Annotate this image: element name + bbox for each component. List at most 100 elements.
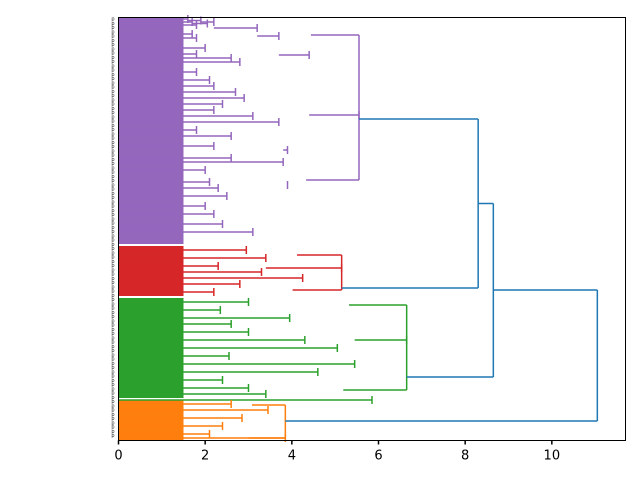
- x-tick-label-4: 4: [288, 449, 296, 464]
- leaf-label: p: [111, 344, 114, 350]
- leaf-label: p: [111, 29, 114, 35]
- leaf-label: p: [111, 110, 114, 116]
- leaf-label: p: [111, 323, 114, 329]
- leaf-label: p: [111, 34, 114, 40]
- leaf-label: p: [111, 420, 114, 426]
- leaf-label: p: [111, 17, 114, 23]
- leaf-label: p: [111, 59, 114, 65]
- leaf-label: p: [111, 140, 114, 146]
- leaf-label: p: [111, 216, 114, 222]
- leaf-label: p: [111, 153, 114, 159]
- leaf-label: p: [111, 199, 114, 205]
- x-tick-label-0: 0: [114, 449, 122, 464]
- leaf-label: p: [111, 272, 114, 278]
- leaf-label: p: [111, 89, 114, 95]
- leaf-label: p: [111, 229, 114, 235]
- leaf-label: p: [111, 165, 114, 171]
- x-tick-label-6: 6: [374, 449, 382, 464]
- leaf-label: p: [111, 318, 114, 324]
- leaf-label: p: [111, 127, 114, 133]
- leaf-label: p: [111, 51, 114, 57]
- leaf-label: p: [111, 204, 114, 210]
- leaf-label: p: [111, 289, 114, 295]
- leaf-label: p: [111, 25, 114, 31]
- leaf-label: p: [111, 365, 114, 371]
- leaf-label: p: [111, 416, 114, 422]
- leaf-label: p: [111, 93, 114, 99]
- leaf-label: p: [111, 182, 114, 188]
- leaf-label-group: pppppppppppppppppppppppppppppppppppppppp…: [111, 17, 114, 440]
- leaf-label: p: [111, 412, 114, 418]
- leaf-label: p: [111, 297, 114, 303]
- leaf-label: p: [111, 284, 114, 290]
- leaf-label: p: [111, 433, 114, 439]
- leaf-label: p: [111, 335, 114, 341]
- leaf-label: p: [111, 68, 114, 74]
- leaf-label: p: [111, 161, 114, 167]
- leaf-label: p: [111, 148, 114, 154]
- leaf-label: p: [111, 76, 114, 82]
- leaf-label: p: [111, 429, 114, 435]
- leaf-label: p: [111, 157, 114, 163]
- leaf-label: p: [111, 425, 114, 431]
- leaf-label: p: [111, 55, 114, 61]
- leaf-label: p: [111, 382, 114, 388]
- leaf-label: p: [111, 63, 114, 69]
- leaf-label: p: [111, 357, 114, 363]
- leaf-label: p: [111, 408, 114, 414]
- cluster-band-purple: [118, 18, 184, 244]
- leaf-label: p: [111, 255, 114, 261]
- leaf-label: p: [111, 374, 114, 380]
- leaf-label: p: [111, 170, 114, 176]
- leaf-label: p: [111, 187, 114, 193]
- leaf-label: p: [111, 391, 114, 397]
- leaf-label: p: [111, 348, 114, 354]
- leaf-label: p: [111, 361, 114, 367]
- x-tick-label-2: 2: [201, 449, 209, 464]
- leaf-label: p: [111, 386, 114, 392]
- leaf-label: p: [111, 293, 114, 299]
- leaf-label: p: [111, 221, 114, 227]
- leaf-label: p: [111, 38, 114, 44]
- leaf-label: p: [111, 310, 114, 316]
- leaf-label: p: [111, 106, 114, 112]
- leaf-label: p: [111, 119, 114, 125]
- leaf-label: p: [111, 238, 114, 244]
- leaf-label: p: [111, 263, 114, 269]
- leaf-label: p: [111, 327, 114, 333]
- leaf-label: p: [111, 123, 114, 129]
- leaf-label: p: [111, 250, 114, 256]
- leaf-label: p: [111, 242, 114, 248]
- leaf-label: p: [111, 46, 114, 52]
- leaf-label: p: [111, 136, 114, 142]
- leaf-label: p: [111, 191, 114, 197]
- leaf-label: p: [111, 399, 114, 405]
- leaf-label: p: [111, 259, 114, 265]
- leaf-label: p: [111, 178, 114, 184]
- leaf-label: p: [111, 212, 114, 218]
- leaf-label: p: [111, 21, 114, 27]
- leaf-label: p: [111, 340, 114, 346]
- plot-frame: [118, 17, 626, 441]
- leaf-label: p: [111, 352, 114, 358]
- leaf-label: p: [111, 280, 114, 286]
- leaf-label: p: [111, 85, 114, 91]
- x-tick-label-8: 8: [461, 449, 469, 464]
- dendrogram-links: [118, 15, 599, 442]
- leaf-label: p: [111, 246, 114, 252]
- leaf-label: p: [111, 72, 114, 78]
- leaf-label: p: [111, 233, 114, 239]
- x-tick-label-10: 10: [544, 449, 561, 464]
- leaf-label: p: [111, 42, 114, 48]
- leaf-label: p: [111, 331, 114, 337]
- leaf-label: p: [111, 102, 114, 108]
- leaf-label: p: [111, 395, 114, 401]
- cluster-band-red: [118, 246, 184, 296]
- leaf-label: p: [111, 174, 114, 180]
- leaf-label: p: [111, 378, 114, 384]
- leaf-label: p: [111, 301, 114, 307]
- leaf-label: p: [111, 403, 114, 409]
- leaf-label: p: [111, 144, 114, 150]
